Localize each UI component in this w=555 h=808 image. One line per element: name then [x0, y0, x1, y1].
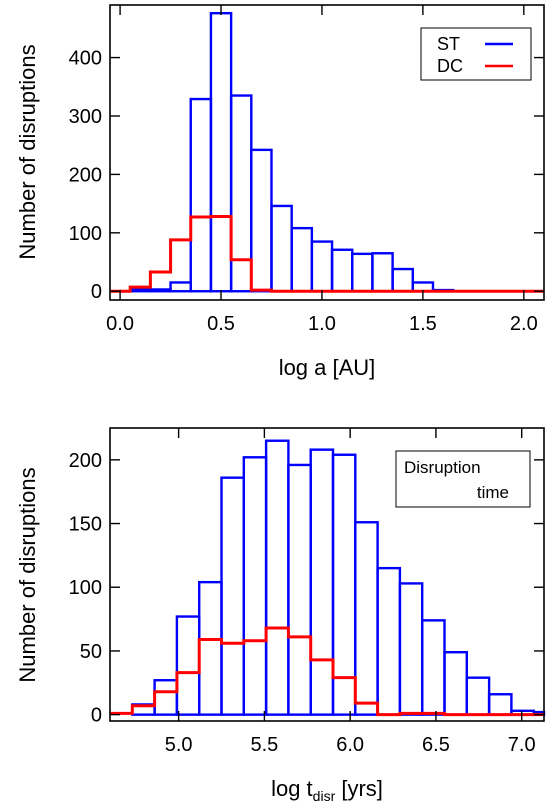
histogram-bar-st: [310, 240, 334, 293]
histogram-bar-st: [376, 566, 402, 716]
x-tick-label: 0.5: [207, 313, 235, 335]
legend-label-dc: DC: [437, 56, 463, 76]
histogram-bar-st: [421, 619, 446, 716]
x-tick-label: 6.0: [336, 734, 364, 756]
plot-frame: [109, 4, 545, 301]
y-tick-label: 100: [69, 223, 102, 245]
histogram-bar-st: [153, 679, 179, 716]
x-tick-label: 0.0: [106, 313, 134, 335]
y-tick-label: 150: [69, 514, 102, 536]
step-line-dc: [110, 626, 544, 717]
histogram-bar-st: [198, 580, 223, 716]
histogram-bar-st: [354, 521, 379, 716]
x-tick-label: 7.0: [508, 734, 536, 756]
annotation-box: [395, 450, 531, 508]
x-axis-label-main: log t: [271, 776, 313, 801]
y-tick-label: 100: [69, 577, 102, 599]
histogram-bar-st: [270, 204, 293, 293]
x-tick-label: 6.5: [422, 734, 450, 756]
histogram-bar-st: [220, 476, 246, 716]
histogram-bar-st: [264, 439, 290, 716]
annotation-line-1: Disruption: [404, 458, 481, 477]
histogram-disruption-time: 5.0 5.5 6.0 6.5 7.0 0 50 100 150 200 log tdisr [y…: [15, 427, 546, 804]
x-tick-label: 5.0: [165, 734, 193, 756]
histogram-bar-st: [398, 582, 424, 716]
histogram-bar-st: [169, 281, 192, 293]
histogram-bar-st: [250, 148, 273, 293]
histogram-bar-st: [351, 252, 374, 293]
y-tick-label: 300: [69, 106, 102, 128]
histogram-bar-st: [175, 615, 201, 716]
histogram-bar-st: [465, 676, 491, 716]
x-axis-label: log a [AU]: [279, 355, 376, 380]
histogram-bar-st: [290, 226, 314, 293]
annotation-line-2: time: [477, 483, 509, 502]
histogram-bar-st: [443, 651, 469, 716]
histogram-bar-st: [229, 94, 253, 293]
x-axis-label-subscript: disr: [313, 788, 336, 804]
legend-box: [420, 27, 532, 81]
histogram-bar-st: [309, 448, 335, 716]
x-tick-label: 1.0: [308, 313, 336, 335]
y-tick-label: 0: [91, 281, 102, 303]
y-axis-label: Number of disruptions: [15, 467, 40, 682]
histogram-bar-st: [371, 252, 394, 293]
x-tick-label: 5.5: [250, 734, 278, 756]
histogram-bar-st: [242, 456, 268, 716]
y-tick-label: 0: [91, 705, 102, 727]
histogram-bar-st: [330, 248, 354, 293]
histogram-bar-st: [391, 267, 414, 293]
y-tick-label: 50: [80, 641, 102, 663]
x-tick-label: 2.0: [510, 313, 538, 335]
histogram-bar-st: [149, 288, 172, 293]
histogram-bar-st: [189, 97, 213, 293]
histogram-bar-st: [128, 288, 152, 293]
plot-frame: [109, 427, 545, 722]
x-tick-label: 1.5: [409, 313, 437, 335]
histogram-bar-st: [209, 11, 233, 293]
x-axis-label-unit: [yrs]: [335, 776, 383, 801]
y-tick-label: 400: [69, 48, 102, 70]
y-axis-label: Number of disruptions: [15, 44, 40, 259]
y-tick-label: 200: [69, 450, 102, 472]
legend-label-st: ST: [437, 34, 460, 54]
histogram-bar-st: [287, 463, 312, 716]
annotation: Disruption time: [395, 450, 531, 508]
histogram-bar-st: [487, 693, 513, 716]
y-tick-label: 200: [69, 164, 102, 186]
legend: ST DC: [420, 27, 532, 81]
x-axis-label: log tdisr [yrs]: [271, 776, 383, 804]
histogram-bar-st: [331, 453, 357, 716]
step-line-dc: [110, 214, 544, 293]
